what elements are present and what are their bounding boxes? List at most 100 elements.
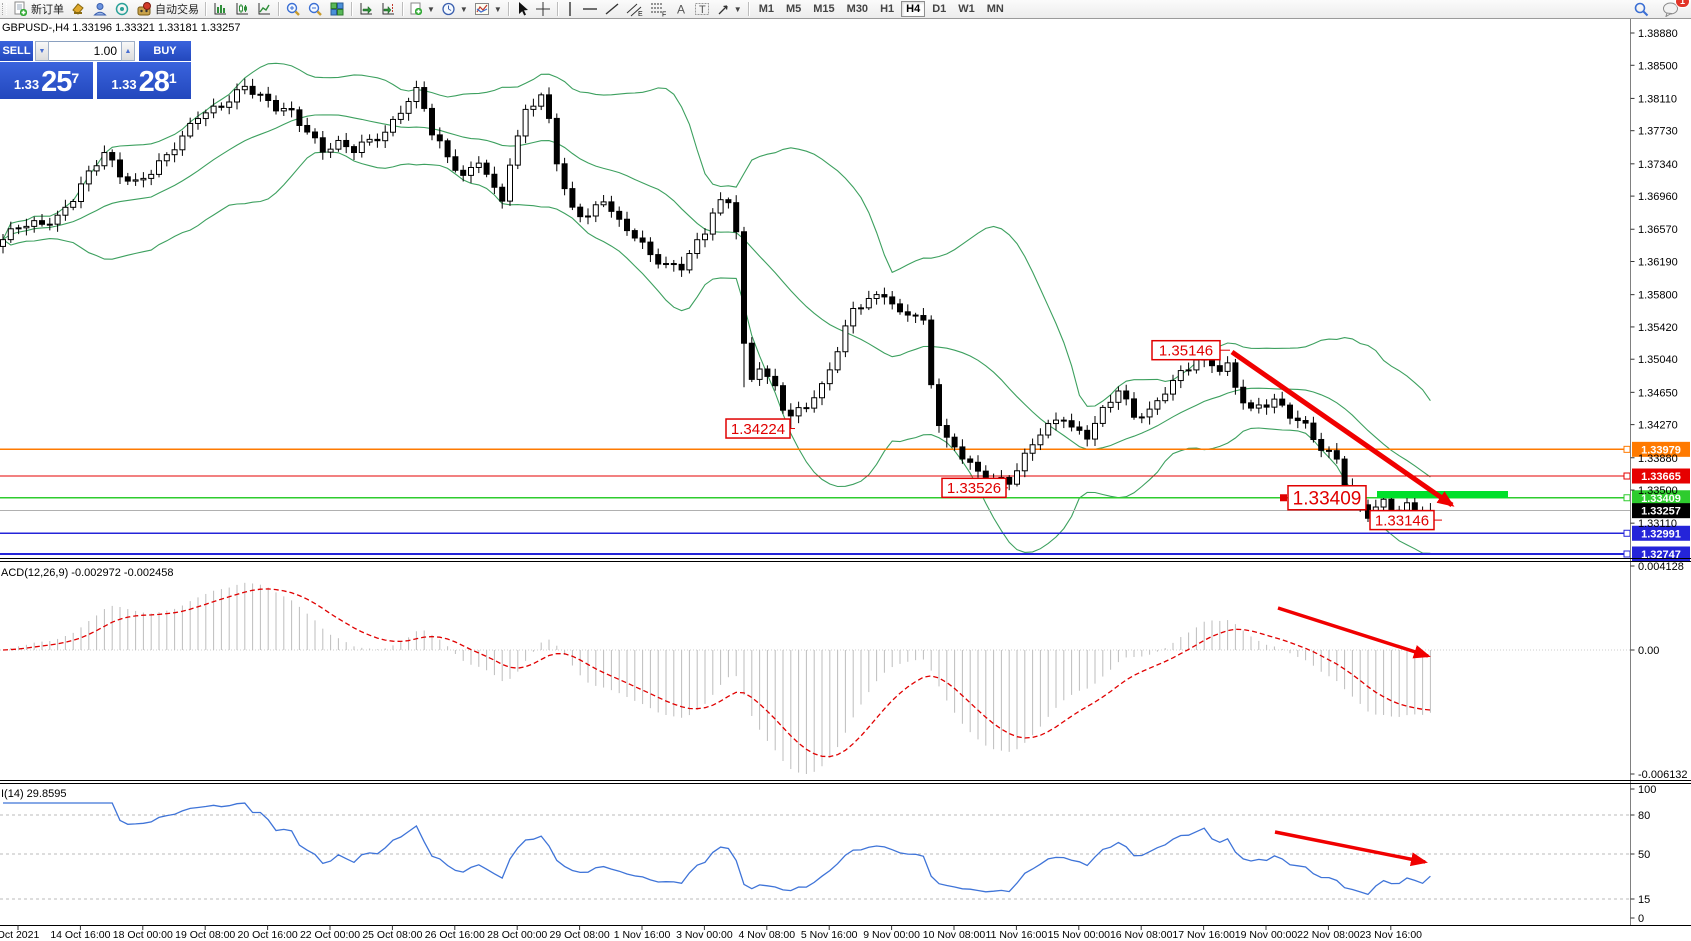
tab-timeframe-m15[interactable]: M15 (813, 3, 835, 15)
svg-text:15 Nov 00:00: 15 Nov 00:00 (1048, 929, 1111, 941)
svg-text:1.33110: 1.33110 (1638, 518, 1677, 530)
vline-tool-button[interactable] (561, 0, 579, 18)
buy-price-pip: 1 (168, 70, 177, 86)
toolbar-grip[interactable] (2, 3, 7, 15)
toolbar-separator (278, 2, 279, 16)
tab-timeframe-mn[interactable]: MN (986, 3, 1004, 15)
macd-histogram (10, 582, 1431, 774)
new-order-label: 新订单 (31, 4, 64, 16)
svg-text:T: T (699, 4, 706, 16)
volume-increase-button[interactable]: ▲ (121, 41, 135, 61)
svg-text:22 Nov 08:00: 22 Nov 08:00 (1297, 929, 1360, 941)
stamp-icon (72, 3, 84, 15)
new-order-button[interactable]: 新订单 (9, 0, 67, 18)
tab-timeframe-m1[interactable]: M1 (758, 3, 774, 15)
period-button[interactable]: ▼ (438, 0, 471, 18)
styler-button[interactable] (67, 0, 89, 18)
volume-decrease-button[interactable]: ▼ (35, 41, 49, 61)
text-icon: A (677, 3, 685, 17)
indicator-template-icon (474, 3, 489, 15)
svg-text:1.33526: 1.33526 (947, 480, 1001, 497)
cursor-tool-button[interactable] (512, 0, 532, 18)
trendline-tool-button[interactable] (601, 0, 623, 18)
svg-text:1.32991: 1.32991 (1641, 528, 1681, 540)
svg-text:E: E (638, 11, 643, 17)
svg-text:15: 15 (1638, 894, 1650, 906)
signal-button[interactable] (111, 0, 133, 18)
svg-text:14 Oct 16:00: 14 Oct 16:00 (50, 929, 110, 941)
tile-windows-button[interactable] (326, 0, 348, 18)
tab-timeframe-h4[interactable]: H4 (901, 1, 926, 17)
toolbar-separator (507, 2, 509, 16)
bar-chart-button[interactable] (209, 0, 231, 18)
svg-text:A: A (677, 3, 685, 17)
chevron-down-icon: ▼ (733, 4, 742, 14)
svg-text:1.38110: 1.38110 (1638, 93, 1677, 105)
add-indicator-button[interactable]: ▼ (406, 0, 438, 18)
crosshair-tool-button[interactable] (532, 0, 554, 18)
autotrading-label: 自动交易 (155, 4, 199, 16)
tab-timeframe-h1[interactable]: H1 (880, 3, 895, 15)
svg-text:16 Nov 08:00: 16 Nov 08:00 (1110, 929, 1173, 941)
svg-text:1.34270: 1.34270 (1638, 420, 1678, 432)
text-tool-button[interactable]: A (671, 0, 691, 18)
chevron-down-icon: ▼ (427, 4, 435, 14)
macd-arrow[interactable] (1277, 606, 1431, 659)
horizontal-lines[interactable]: 1.33979 1.33665 1.33409 1.32991 1.32747 1.332… (0, 441, 1690, 562)
tab-timeframe-w1[interactable]: W1 (958, 3, 975, 15)
new-order-icon (14, 1, 27, 16)
timeframe-toolbar: M1 M5 M15 M30 H1 H4 D1 W1 MN (754, 1, 1009, 17)
profile-button[interactable] (89, 0, 111, 18)
fibonacci-icon: F (650, 3, 666, 17)
autotrading-button[interactable]: 自动交易 (133, 0, 202, 18)
tab-timeframe-m30[interactable]: M30 (846, 3, 869, 15)
chart-shift-button[interactable] (377, 0, 399, 18)
sell-price-big: 25 (41, 66, 72, 98)
bollinger-bands (2, 62, 1431, 554)
macd-signal-line (2, 588, 1431, 758)
tile-windows-icon (330, 2, 344, 16)
candlestick-chart-icon (236, 3, 248, 15)
template-button[interactable]: ▼ (471, 0, 505, 18)
candlestick-chart-button[interactable] (231, 0, 253, 18)
svg-text:17 Nov 16:00: 17 Nov 16:00 (1172, 929, 1235, 941)
fibonacci-tool-button[interactable]: F (647, 0, 671, 18)
rsi-arrow[interactable] (1274, 830, 1428, 867)
svg-text:5 Nov 16:00: 5 Nov 16:00 (801, 929, 858, 941)
tab-timeframe-m5[interactable]: M5 (785, 3, 802, 15)
sell-price-pip: 7 (71, 70, 80, 86)
svg-text:19 Oct 08:00: 19 Oct 08:00 (175, 929, 235, 941)
svg-text:1.35800: 1.35800 (1638, 290, 1678, 302)
auto-scroll-button[interactable] (355, 0, 377, 18)
text-label-icon: T (694, 3, 709, 16)
label-tool-button[interactable]: T (691, 0, 713, 18)
arrows-tool-button[interactable]: ▼ (713, 0, 745, 18)
svg-text:1.33979: 1.33979 (1641, 444, 1681, 456)
svg-text:10 Nov 08:00: 10 Nov 08:00 (923, 929, 986, 941)
svg-text:29 Oct 08:00: 29 Oct 08:00 (550, 929, 610, 941)
buy-button[interactable]: BUY (139, 41, 191, 61)
svg-text:1.33500: 1.33500 (1638, 485, 1678, 497)
crosshair-icon (535, 2, 550, 16)
hline-tool-button[interactable] (579, 0, 601, 18)
notifications-button[interactable]: 1 (1659, 0, 1690, 18)
trend-arrow[interactable] (1230, 349, 1455, 508)
line-chart-button[interactable] (253, 0, 275, 18)
volume-input[interactable] (49, 41, 121, 61)
chevron-down-icon: ▼ (493, 4, 502, 14)
price-annotations[interactable]: 1.35146 1.34224 1.33526 1.33409 1.33146 (725, 339, 1442, 531)
toolbar-separator (351, 2, 352, 16)
sell-button[interactable]: SELL (0, 41, 33, 61)
zoom-in-button[interactable] (282, 0, 304, 18)
toolbar-separator (556, 2, 558, 16)
search-button[interactable] (1630, 0, 1653, 18)
sell-price-button[interactable]: 1.33 25 7 (0, 62, 93, 99)
sell-price-prefix: 1.33 (13, 77, 40, 92)
tab-timeframe-d1[interactable]: D1 (932, 3, 947, 15)
channel-tool-button[interactable]: E (623, 0, 647, 18)
chevron-down-icon: ▼ (459, 4, 468, 14)
zoom-out-button[interactable] (304, 0, 326, 18)
chat-bubble-icon (1663, 2, 1678, 17)
buy-price-button[interactable]: 1.33 28 1 (97, 62, 191, 99)
